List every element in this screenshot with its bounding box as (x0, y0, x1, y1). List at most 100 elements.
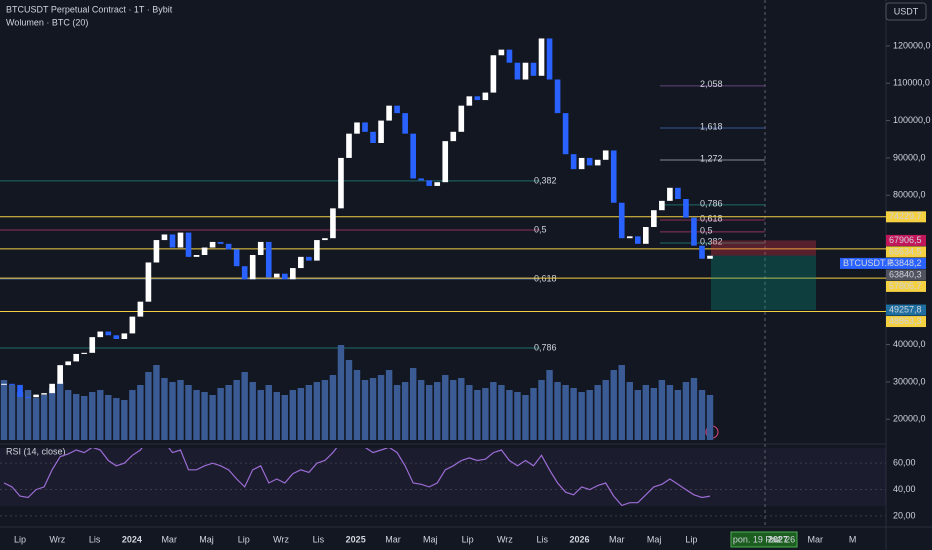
candle (17, 384, 23, 397)
volume-bar (321, 380, 329, 440)
candle (578, 157, 585, 170)
volume-bar (393, 385, 401, 440)
price-label: 63840,3 (889, 269, 922, 279)
y-tick-label: 120000,0 (893, 40, 931, 50)
candle (514, 62, 521, 80)
candle (659, 200, 665, 211)
volume-bar (474, 390, 481, 440)
candle (474, 96, 481, 101)
x-tick-label: Lis (89, 534, 101, 544)
volume-bar (658, 380, 666, 440)
volume-bar (40, 395, 48, 440)
candle (498, 49, 505, 56)
candle (241, 266, 248, 280)
volume-bar (225, 385, 232, 440)
candle (570, 154, 577, 170)
volume-bar (450, 380, 457, 440)
candle (450, 131, 457, 142)
volume-bar (97, 390, 104, 440)
volume-bar (522, 395, 529, 440)
candle (434, 182, 441, 186)
currency-button[interactable] (885, 2, 927, 21)
candle (81, 352, 88, 354)
volume-bar (385, 370, 393, 440)
volume-bar (121, 400, 128, 440)
volume-bar (594, 385, 601, 440)
volume-bar (345, 360, 353, 440)
candle (145, 262, 152, 302)
candle (626, 236, 633, 239)
volume-bar (466, 385, 473, 440)
price-label-bg (886, 246, 926, 258)
price-label-bg (886, 234, 926, 246)
price-label: 48863,3 (889, 316, 922, 326)
price-label: 74229,7 (889, 211, 922, 221)
candle (482, 92, 489, 101)
volume-bar (257, 390, 264, 440)
candle (643, 227, 649, 244)
candle (354, 122, 360, 134)
rsi-tick-label: 40,00 (893, 484, 916, 494)
volume-label: Wolumen · BTC (20) (6, 17, 88, 27)
price-label-bg (886, 304, 926, 316)
volume-bar (626, 382, 633, 440)
volume-bar (498, 385, 505, 440)
candle (257, 241, 264, 256)
volume-bar (145, 372, 152, 440)
stop-zone (711, 240, 816, 256)
candle (330, 208, 336, 239)
volume-bar (409, 368, 417, 440)
candle (298, 256, 304, 269)
candle (386, 105, 392, 121)
candle (458, 105, 465, 132)
price-label-bg (886, 280, 926, 292)
y-tick-label: 100000,0 (893, 115, 931, 125)
candle (306, 256, 312, 261)
x-tick-label: Wrz (49, 534, 65, 544)
candle (442, 141, 449, 183)
volume-bar (666, 385, 674, 440)
candle (73, 353, 80, 362)
crosshair-date: pon. 19 Paź '26 (733, 534, 795, 544)
x-tick-label: Maj (199, 534, 214, 544)
volume-bar (329, 375, 337, 440)
volume-bar (361, 380, 369, 440)
y-tick-label: 80000,0 (893, 190, 926, 200)
volume-bar (273, 392, 280, 440)
x-tick-label: Lip (238, 534, 250, 544)
candle (273, 273, 280, 278)
currency[interactable]: USDT (894, 6, 919, 16)
volume-bar (634, 390, 642, 440)
fib-label: 2,058 (700, 79, 723, 89)
volume-bar (442, 375, 449, 440)
candle (249, 255, 256, 280)
x-tick-label: 2025 (346, 534, 366, 544)
volume-bar (105, 395, 112, 440)
x-tick-label: Lip (462, 534, 474, 544)
candle (546, 38, 553, 80)
candle (177, 232, 184, 248)
rsi-tick-label: 20,00 (893, 510, 916, 520)
candle (322, 238, 328, 241)
volume-bar (89, 392, 96, 440)
volume-bar (417, 380, 425, 440)
candle (113, 335, 120, 340)
candle (265, 241, 272, 278)
x-tick-label: Lip (14, 534, 26, 544)
volume-bar (586, 390, 593, 440)
fib-label: 0,5 (534, 224, 547, 234)
candle (362, 122, 368, 132)
x-tick-label: 2026 (569, 534, 589, 544)
volume-bar (153, 365, 160, 440)
y-tick-label: 30000,0 (893, 376, 926, 386)
price-label-bg (886, 269, 926, 281)
candle (618, 202, 625, 239)
volume-bar (650, 388, 658, 440)
candle (378, 120, 384, 143)
candle (675, 187, 681, 199)
volume-bar (64, 390, 72, 440)
volume-bar (0, 380, 8, 440)
volume-bar (546, 370, 553, 440)
candle (209, 241, 216, 248)
volume-bar (297, 388, 305, 440)
